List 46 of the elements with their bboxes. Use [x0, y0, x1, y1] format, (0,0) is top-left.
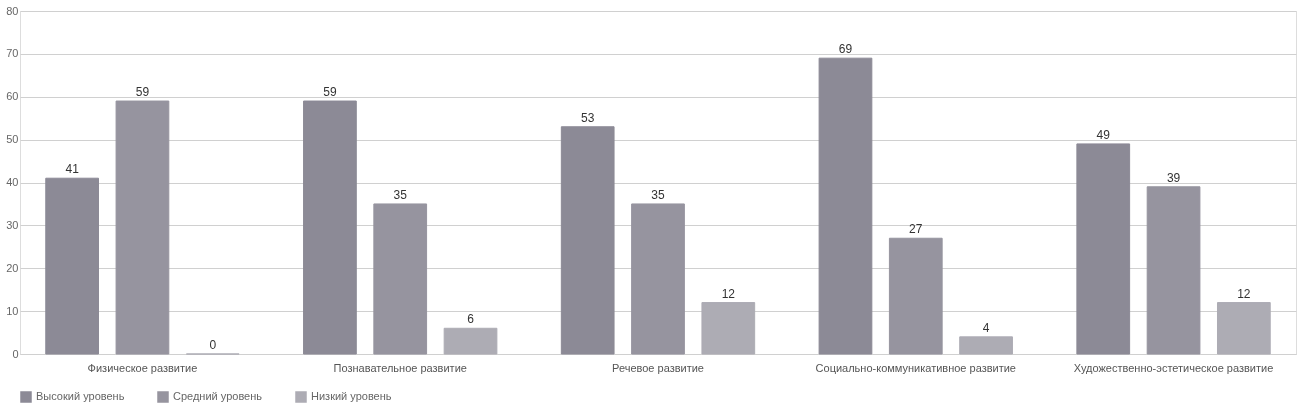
- bar: [115, 100, 170, 355]
- y-tick-label: 30: [6, 218, 19, 231]
- data-label: 12: [1237, 286, 1251, 301]
- bar: [1216, 302, 1271, 355]
- x-tick-label: Социально-коммуникативное развитие: [815, 361, 1016, 374]
- data-label: 35: [651, 187, 665, 202]
- bar: [373, 203, 428, 355]
- data-label: 6: [467, 312, 475, 327]
- bar: [45, 177, 100, 355]
- data-label: 59: [135, 85, 150, 100]
- y-tick-label: 20: [6, 261, 19, 274]
- data-label: 12: [721, 286, 736, 301]
- data-label: 39: [1166, 170, 1181, 185]
- data-label: 49: [1096, 127, 1111, 142]
- x-tick-label: Художественно-эстетическое развитие: [1073, 361, 1274, 374]
- y-tick-label: 50: [6, 133, 19, 146]
- data-label: 41: [65, 162, 80, 177]
- legend-label: Низкий уровень: [311, 390, 392, 402]
- bar: [818, 57, 873, 355]
- y-tick-label: 70: [6, 47, 19, 60]
- data-label: 0: [209, 338, 217, 352]
- data-label: 35: [393, 187, 408, 202]
- data-label: 69: [838, 42, 853, 57]
- y-tick-label: 40: [6, 176, 19, 188]
- bar: [888, 237, 943, 355]
- y-tick-label: 60: [6, 90, 19, 103]
- bar: [1076, 143, 1131, 355]
- x-tick-label: Познавательное развитие: [333, 361, 467, 374]
- bar: [1146, 186, 1201, 355]
- y-tick-label: 10: [6, 304, 19, 317]
- bar: [303, 100, 357, 355]
- bar: [443, 327, 498, 355]
- bar: [560, 126, 615, 355]
- legend-label: Высокий уровень: [36, 390, 125, 402]
- bar: [701, 302, 756, 355]
- data-label: 27: [909, 222, 923, 237]
- data-label: 53: [581, 110, 595, 125]
- y-tick-label: 0: [12, 347, 19, 360]
- data-label: 4: [982, 320, 990, 335]
- y-tick-label: 80: [6, 4, 19, 17]
- x-tick-label: Речевое развитие: [612, 361, 704, 374]
- bar: [959, 336, 1013, 355]
- legend-label: Средний уровень: [173, 390, 263, 402]
- x-tick-label: Физическое развитие: [87, 361, 198, 374]
- data-label: 59: [323, 85, 337, 100]
- bar: [631, 203, 685, 355]
